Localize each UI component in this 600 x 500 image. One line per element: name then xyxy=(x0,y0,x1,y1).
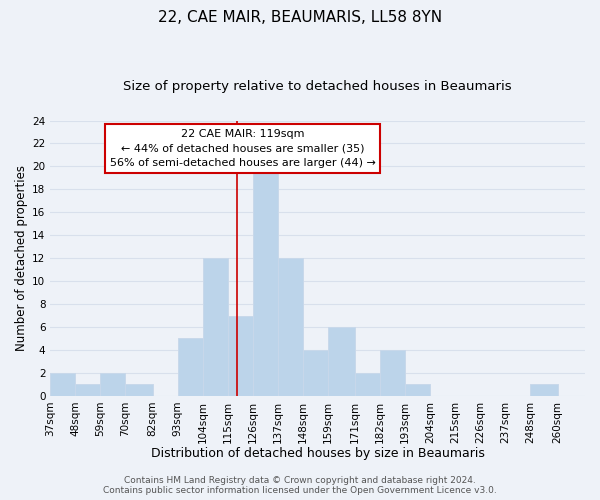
Bar xyxy=(203,258,228,396)
Bar xyxy=(253,166,278,396)
Bar xyxy=(303,350,328,396)
Bar xyxy=(228,316,253,396)
Bar xyxy=(76,384,100,396)
Y-axis label: Number of detached properties: Number of detached properties xyxy=(15,165,28,351)
Bar xyxy=(405,384,430,396)
Bar xyxy=(278,258,303,396)
Text: Contains HM Land Registry data © Crown copyright and database right 2024.
Contai: Contains HM Land Registry data © Crown c… xyxy=(103,476,497,495)
Bar xyxy=(530,384,557,396)
X-axis label: Distribution of detached houses by size in Beaumaris: Distribution of detached houses by size … xyxy=(151,447,485,460)
Bar xyxy=(125,384,152,396)
Bar xyxy=(100,373,125,396)
Bar xyxy=(50,373,76,396)
Bar xyxy=(380,350,405,396)
Bar xyxy=(178,338,203,396)
Text: 22, CAE MAIR, BEAUMARIS, LL58 8YN: 22, CAE MAIR, BEAUMARIS, LL58 8YN xyxy=(158,10,442,25)
Text: 22 CAE MAIR: 119sqm
← 44% of detached houses are smaller (35)
56% of semi-detach: 22 CAE MAIR: 119sqm ← 44% of detached ho… xyxy=(110,129,376,168)
Bar xyxy=(328,327,355,396)
Bar xyxy=(355,373,380,396)
Title: Size of property relative to detached houses in Beaumaris: Size of property relative to detached ho… xyxy=(124,80,512,93)
